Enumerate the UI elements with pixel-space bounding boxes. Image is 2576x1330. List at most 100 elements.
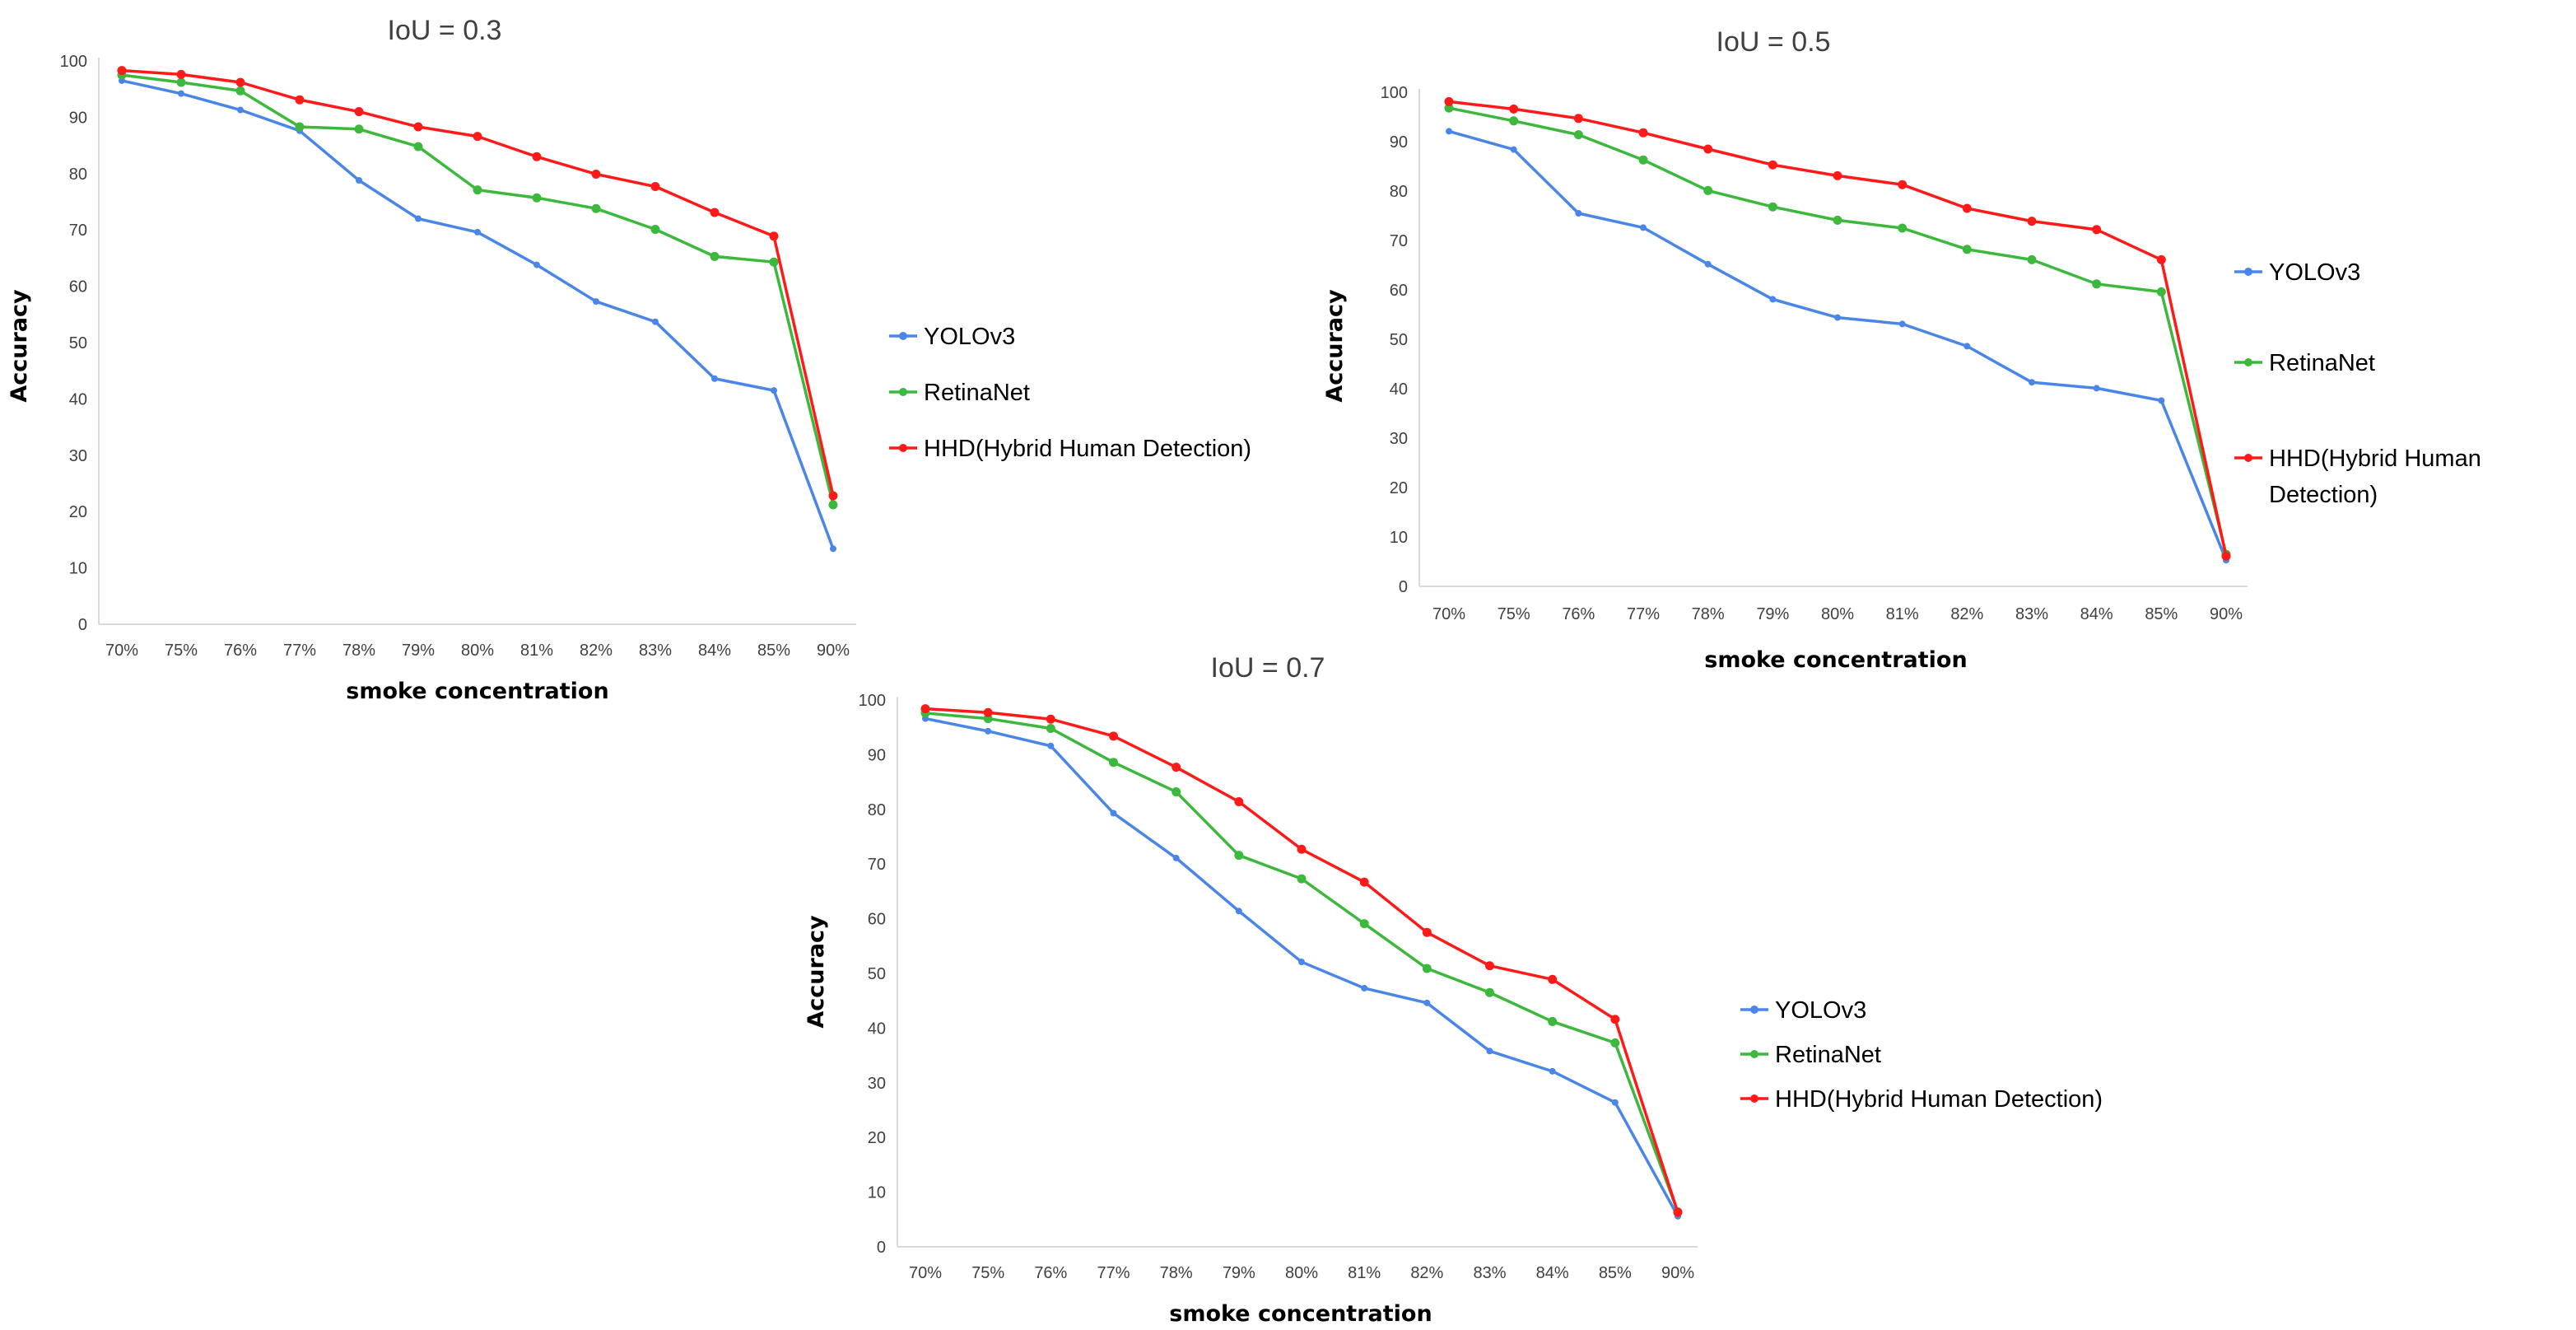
legend-label: YOLOv3 — [2269, 259, 2360, 286]
x-axis-label: smoke concentration — [1704, 647, 1967, 673]
data-point — [1509, 116, 1519, 126]
data-point — [1172, 787, 1181, 797]
legend-label: HHD(Hybrid Human — [2269, 446, 2481, 472]
data-point — [828, 500, 838, 510]
legend-item-hhd: HHD(Hybrid Human Detection) — [889, 436, 1251, 462]
y-tick-label: 60 — [69, 278, 87, 296]
series-retinanet — [920, 708, 1683, 1217]
x-tick-label: 82% — [1950, 605, 1983, 623]
x-tick-label: 79% — [1223, 1264, 1255, 1282]
data-point — [1298, 959, 1305, 966]
x-tick-label: 75% — [971, 1264, 1004, 1282]
y-tick-label: 60 — [868, 911, 886, 929]
y-tick-label: 50 — [69, 334, 87, 352]
y-tick-label: 20 — [1390, 479, 1408, 497]
series-yolov3-line — [925, 716, 1679, 1217]
y-tick-label: 10 — [868, 1184, 886, 1202]
data-point — [1573, 114, 1583, 124]
data-point — [1962, 203, 1972, 213]
data-point — [1898, 320, 1906, 328]
data-point — [1575, 210, 1582, 217]
data-point — [1611, 1099, 1619, 1106]
data-point — [1833, 170, 1842, 180]
legend-label: Detection) — [2269, 482, 2378, 508]
legend-swatch-marker — [2244, 268, 2252, 276]
x-tick-label: 79% — [1756, 605, 1789, 623]
x-tick-label: 76% — [224, 642, 257, 660]
series-yolov3-line — [1448, 129, 2228, 561]
legend-item-yolov3: YOLOv3 — [889, 324, 1015, 350]
data-point — [1444, 96, 1454, 106]
data-point — [2092, 279, 2102, 289]
data-point — [769, 231, 779, 241]
data-point — [769, 257, 779, 267]
legend-swatch-marker — [899, 332, 907, 340]
data-point — [710, 208, 720, 217]
x-tick-label: 85% — [2145, 605, 2178, 623]
series-retinanet — [1444, 103, 2231, 559]
data-point — [354, 124, 364, 134]
x-tick-label: 90% — [817, 642, 850, 660]
data-point — [711, 375, 718, 382]
x-tick-label: 84% — [2080, 605, 2113, 623]
y-tick-label: 70 — [868, 856, 886, 874]
data-point — [1046, 714, 1055, 724]
data-point — [2158, 397, 2165, 404]
data-point — [2027, 254, 2037, 264]
y-axis-label: Accuracy — [1322, 289, 1348, 403]
data-point — [1234, 851, 1244, 861]
x-tick-label: 76% — [1562, 605, 1595, 623]
x-tick-label: 83% — [2015, 605, 2048, 623]
data-point — [1833, 215, 1842, 225]
series-hhd — [920, 704, 1683, 1217]
y-tick-label: 40 — [69, 390, 87, 408]
x-tick-label: 81% — [1886, 605, 1919, 623]
data-point — [1548, 974, 1558, 984]
x-tick-label: 84% — [1536, 1264, 1569, 1282]
chart-iou-07: IoU = 0.7 0 10 20 30 40 50 60 70 80 90 100 70% 75% 76%… — [804, 652, 2103, 1327]
x-tick-label: 70% — [909, 1264, 942, 1282]
x-tick-label: 78% — [1692, 605, 1725, 623]
data-point — [1703, 185, 1713, 195]
y-axis-label: Accuracy — [804, 915, 829, 1029]
y-tick-label: 30 — [69, 447, 87, 465]
y-tick-label: 0 — [78, 616, 87, 634]
data-point — [354, 107, 364, 117]
data-point — [591, 169, 601, 179]
y-tick-label: 10 — [69, 560, 87, 578]
x-tick-label: 76% — [1034, 1264, 1067, 1282]
data-point — [1109, 758, 1118, 768]
data-point — [532, 152, 542, 161]
data-point — [1109, 731, 1118, 741]
x-tick-label: 78% — [342, 642, 375, 660]
x-tick-label: 85% — [1599, 1264, 1632, 1282]
chart-title: IoU = 0.5 — [1717, 26, 1831, 58]
data-point — [533, 261, 540, 268]
y-tick-label: 30 — [1390, 430, 1408, 448]
legend-swatch-marker — [1750, 1050, 1758, 1058]
data-point — [2027, 217, 2037, 226]
data-point — [473, 132, 482, 142]
data-point — [1485, 961, 1494, 971]
data-point — [2092, 225, 2102, 235]
data-point — [1297, 844, 1307, 854]
x-tick-label: 90% — [2210, 605, 2243, 623]
x-tick-label: 80% — [1821, 605, 1854, 623]
data-point — [1769, 296, 1777, 303]
x-tick-label: 70% — [1432, 605, 1465, 623]
data-point — [1610, 1015, 1620, 1024]
legend-swatch-marker — [899, 444, 907, 452]
chart-title: IoU = 0.7 — [1211, 652, 1325, 684]
data-point — [1963, 343, 1971, 350]
x-axis-label: smoke concentration — [1169, 1301, 1432, 1327]
data-point — [1359, 919, 1369, 929]
data-point — [413, 142, 423, 152]
data-point — [1509, 104, 1519, 114]
data-point — [1446, 128, 1452, 135]
data-point — [176, 77, 186, 87]
y-tick-label: 50 — [868, 965, 886, 983]
legend-label: RetinaNet — [924, 380, 1030, 406]
data-point — [1638, 155, 1648, 165]
data-point — [2221, 551, 2231, 561]
data-point — [1768, 160, 1777, 170]
